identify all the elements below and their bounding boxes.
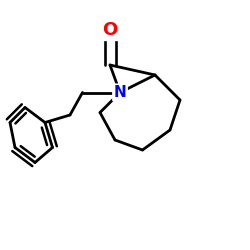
Text: O: O — [102, 21, 118, 39]
Text: N: N — [114, 85, 126, 100]
